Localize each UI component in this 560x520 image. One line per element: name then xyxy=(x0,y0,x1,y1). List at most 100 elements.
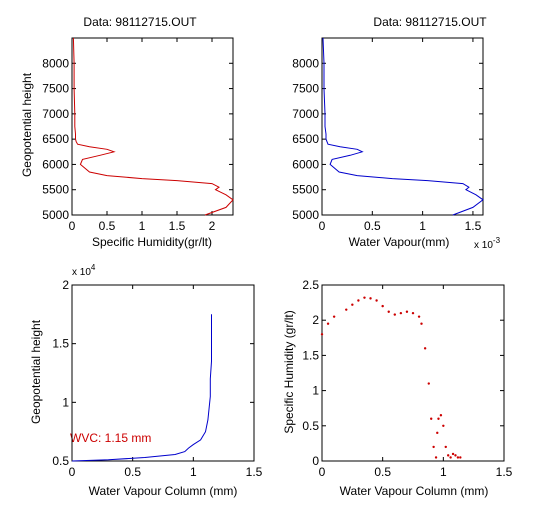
x-tick-label: 1 xyxy=(190,465,197,479)
x-axis-label: Specific Humidity(gr/lt) xyxy=(92,235,212,249)
data-point xyxy=(432,445,435,449)
y-tick-label: 6000 xyxy=(42,157,69,171)
x-axis-multiplier: x 10-3 xyxy=(474,236,501,251)
x-axis-label: Water Vapour Column (mm) xyxy=(89,484,238,498)
data-point xyxy=(427,382,430,385)
y-tick-label: 0.5 xyxy=(52,454,69,468)
chart-water-vapour-profile: Data: 98112715.OUT Water Vapour(mm) x 10… xyxy=(292,15,500,251)
x-tick-label: 0 xyxy=(319,465,326,479)
y-tick-label: 2.5 xyxy=(302,278,319,292)
x-tick-label: 1 xyxy=(419,219,426,233)
y-axis-label: Geopotential height xyxy=(29,319,43,424)
wvc-annotation: WVC: 1.15 mm xyxy=(70,431,151,445)
x-tick-label: 0 xyxy=(69,465,76,479)
x-tick-label: 0.5 xyxy=(364,219,381,233)
data-point xyxy=(320,333,324,336)
data-point xyxy=(430,417,433,420)
y-tick-label: 6500 xyxy=(42,132,69,146)
data-point xyxy=(459,456,462,459)
x-tick-label: 0 xyxy=(319,219,326,233)
data-point xyxy=(437,417,440,420)
data-point xyxy=(434,456,438,459)
data-point xyxy=(375,299,378,302)
y-axis-label: Geopotential height xyxy=(20,72,34,177)
x-tick-label: 1 xyxy=(440,465,447,479)
x-axis-label: Water Vapour Column (mm) xyxy=(340,484,489,498)
y-tick-label: 6500 xyxy=(292,132,319,146)
plot-area xyxy=(71,284,255,462)
chart-specific-humidity-profile: Data: 98112715.OUT Specific Humidity(gr/… xyxy=(20,15,234,249)
x-tick-label: 0.5 xyxy=(99,219,116,233)
y-tick-label: 7500 xyxy=(292,82,319,96)
data-point xyxy=(417,315,421,318)
chart-title: Data: 98112715.OUT xyxy=(373,15,487,29)
x-tick-label: 1.5 xyxy=(169,219,186,233)
chart-specific-humidity-vs-wvc: Water Vapour Column (mm) Specific Humidi… xyxy=(282,278,513,498)
y-tick-label: 7000 xyxy=(42,107,69,121)
x-tick-label: 2 xyxy=(209,219,216,233)
data-point xyxy=(363,296,366,299)
data-point xyxy=(357,299,360,302)
plot-area xyxy=(321,284,505,462)
x-tick-label: 1.5 xyxy=(465,219,482,233)
data-point xyxy=(436,431,439,435)
x-tick-label: 0.5 xyxy=(124,465,141,479)
data-point xyxy=(369,297,372,300)
y-tick-label: 5000 xyxy=(42,208,69,222)
data-point xyxy=(442,424,445,427)
y-tick-label: 8000 xyxy=(42,56,69,70)
data-point xyxy=(451,452,455,456)
y-tick-label: 5000 xyxy=(292,208,319,222)
data-point xyxy=(351,303,354,306)
data-point xyxy=(456,456,460,459)
y-tick-label: 0.5 xyxy=(302,419,319,433)
data-point xyxy=(420,322,423,325)
data-point xyxy=(332,315,336,318)
y-tick-label: 1 xyxy=(62,395,69,409)
data-point xyxy=(326,322,330,325)
x-axis-multiplier-base: x 10 xyxy=(474,240,493,251)
x-tick-label: 1 xyxy=(139,219,146,233)
data-point xyxy=(405,310,409,313)
y-tick-label: 2 xyxy=(62,278,69,292)
chart-title: Data: 98112715.OUT xyxy=(83,15,197,29)
series-line xyxy=(322,37,484,216)
data-point xyxy=(449,456,452,459)
y-tick-label: 5500 xyxy=(42,183,69,197)
data-point xyxy=(381,304,384,308)
y-tick-label: 1.5 xyxy=(302,348,319,362)
y-axis-label: Specific Humidity (gr/lt) xyxy=(282,310,296,433)
plot-area xyxy=(71,37,234,216)
y-tick-label: 8000 xyxy=(292,56,319,70)
x-tick-label: 1.5 xyxy=(496,465,513,479)
x-axis-multiplier-exponent: -3 xyxy=(493,236,501,245)
series-line xyxy=(72,37,234,216)
chart-water-vapour-column-vs-height: x 104 Water Vapour Column (mm) Geopotent… xyxy=(29,263,263,498)
y-tick-label: 7000 xyxy=(292,107,319,121)
y-tick-label: 6000 xyxy=(292,157,319,171)
data-point xyxy=(387,310,390,313)
y-tick-label: 1 xyxy=(312,384,319,398)
y-axis-multiplier-base: x 10 xyxy=(72,267,91,278)
y-axis-multiplier-exponent: 4 xyxy=(91,263,96,272)
x-tick-label: 0 xyxy=(69,219,76,233)
series-line xyxy=(71,314,212,462)
data-point xyxy=(423,347,427,350)
x-tick-label: 0.5 xyxy=(374,465,391,479)
data-point xyxy=(439,414,443,417)
data-point xyxy=(393,313,396,316)
y-tick-label: 7500 xyxy=(42,82,69,96)
data-point xyxy=(345,308,348,311)
y-axis-multiplier: x 104 xyxy=(72,263,96,278)
y-tick-label: 2 xyxy=(312,313,319,327)
data-point xyxy=(454,454,457,457)
x-tick-label: 1.5 xyxy=(246,465,263,479)
x-axis-label: Water Vapour(mm) xyxy=(349,235,450,249)
y-tick-label: 1.5 xyxy=(52,337,69,351)
data-point xyxy=(444,445,447,449)
data-point xyxy=(446,454,450,457)
data-point xyxy=(411,311,415,315)
data-point xyxy=(399,311,403,315)
y-tick-label: 5500 xyxy=(292,183,319,197)
